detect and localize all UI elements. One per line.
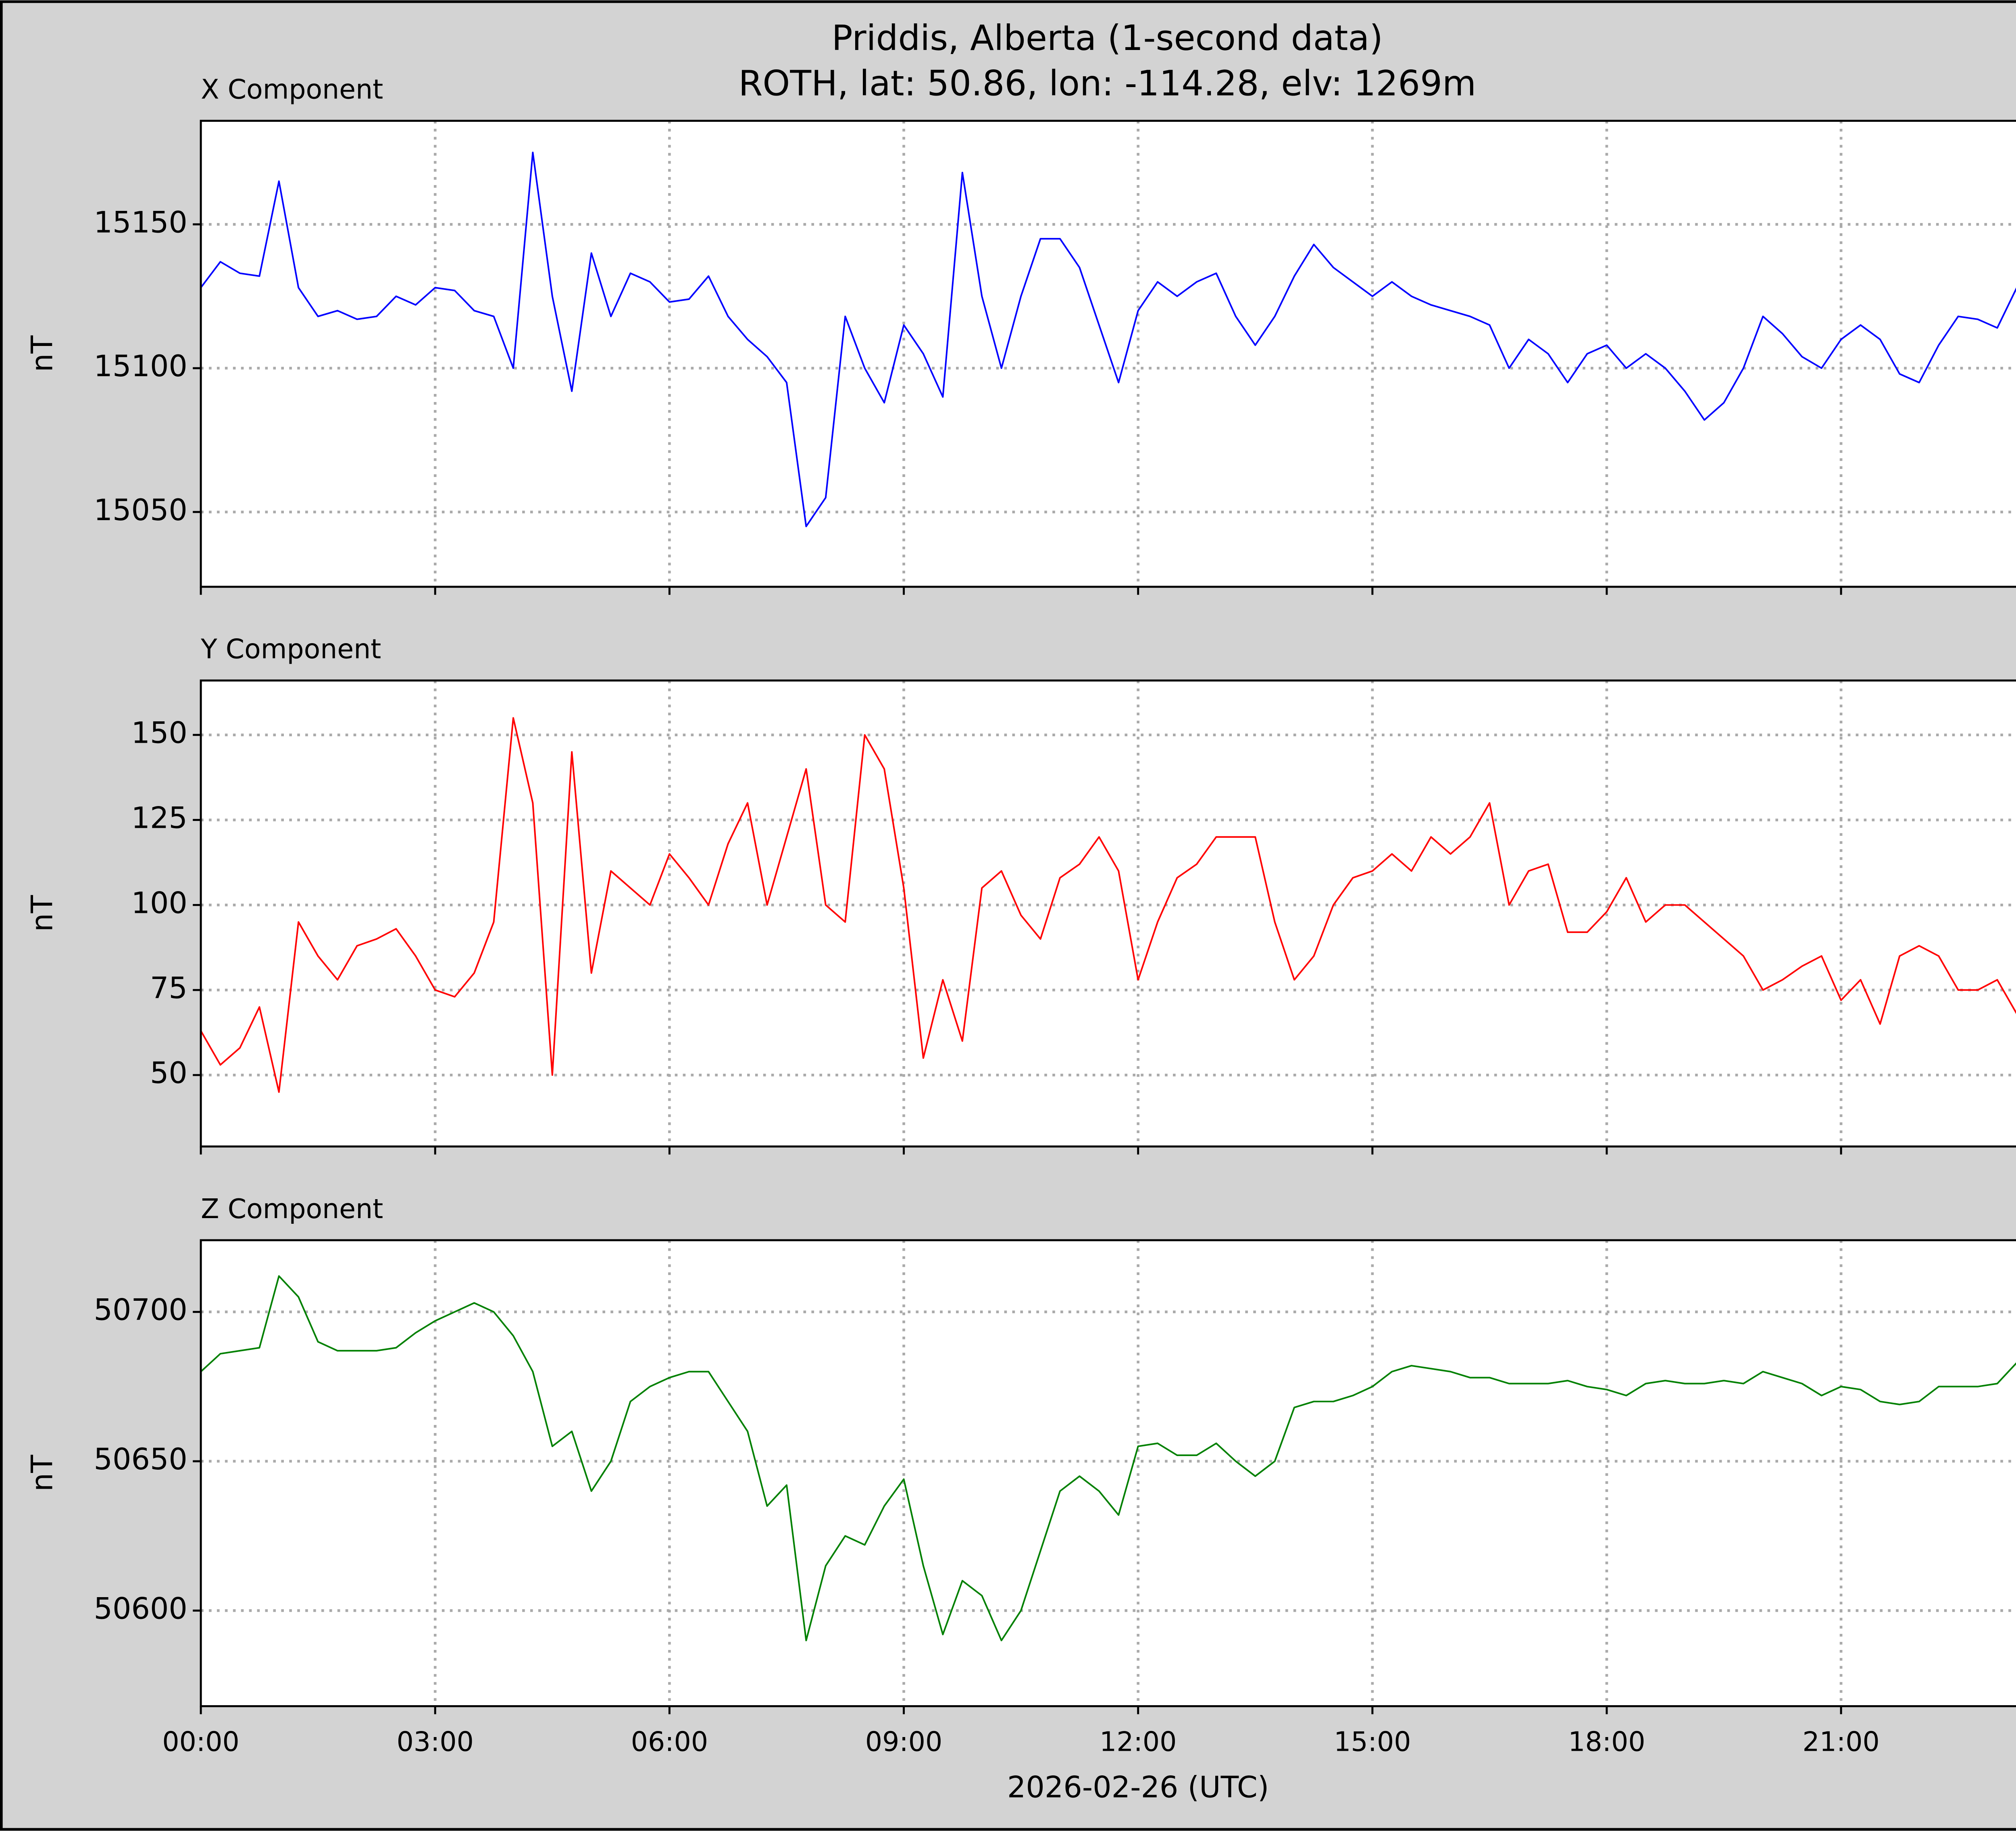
x-tick-label: 00:00	[162, 1726, 239, 1757]
y-tick-label: 75	[150, 971, 187, 1005]
data-line	[200, 152, 2016, 527]
y-tick-label: 50700	[94, 1293, 187, 1327]
y-tick-label: 15150	[94, 205, 187, 240]
x-tick-label: 15:00	[1334, 1726, 1411, 1757]
y-tick-label: 50	[150, 1056, 187, 1090]
y-tick-label: 15050	[94, 493, 187, 527]
plot-frame	[200, 120, 2016, 588]
x-tick-label: 12:00	[1100, 1726, 1177, 1757]
figure-title: Priddis, Alberta (1-second data)	[832, 18, 1383, 58]
x-tick-label: 21:00	[1802, 1726, 1879, 1757]
y-axis-label: nT	[25, 335, 60, 372]
x-tick-label: 06:00	[631, 1726, 708, 1757]
y-axis-label: nT	[25, 1455, 60, 1491]
y-axis-label: nT	[25, 895, 60, 932]
x-tick-label: 03:00	[397, 1726, 474, 1757]
data-line	[200, 717, 2016, 1093]
figure-subtitle: ROTH, lat: 50.86, lon: -114.28, elv: 126…	[738, 64, 1476, 104]
data-line	[200, 1275, 2016, 1641]
panel-title: X Component	[201, 74, 383, 105]
y-tick-label: 50650	[94, 1442, 187, 1477]
plot-frame	[200, 679, 2016, 1148]
x-axis-label: 2026-02-26 (UTC)	[1007, 1770, 1269, 1804]
y-tick-label: 100	[131, 886, 187, 920]
y-tick-label: 50600	[94, 1591, 187, 1626]
panel-title: Z Component	[201, 1193, 383, 1225]
y-tick-label: 125	[131, 801, 187, 835]
x-tick-label: 09:00	[865, 1726, 942, 1757]
x-tick-label: 18:00	[1568, 1726, 1645, 1757]
y-tick-label: 15100	[94, 349, 187, 383]
plot-area	[201, 1240, 2016, 1706]
plot-frame	[200, 1239, 2016, 1707]
plot-area	[201, 680, 2016, 1147]
y-tick-label: 150	[131, 716, 187, 750]
panel-title: Y Component	[200, 633, 381, 665]
